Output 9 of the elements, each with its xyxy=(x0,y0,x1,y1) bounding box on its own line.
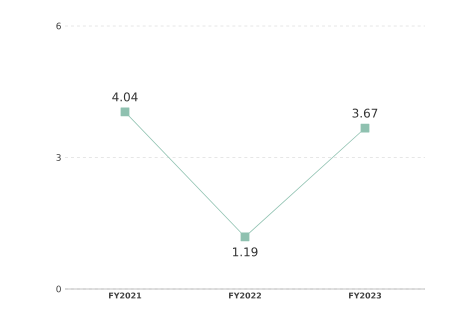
point xyxy=(120,108,130,116)
y-tick-label: 0 xyxy=(56,286,61,292)
point xyxy=(240,232,250,242)
y-tick-label: 3 xyxy=(56,154,61,161)
data-label: 1.19 xyxy=(233,247,258,256)
point xyxy=(360,124,370,133)
data-label: 3.67 xyxy=(352,108,378,118)
y-tick-label: 6 xyxy=(56,22,61,30)
data-label: 4.04 xyxy=(112,92,138,102)
